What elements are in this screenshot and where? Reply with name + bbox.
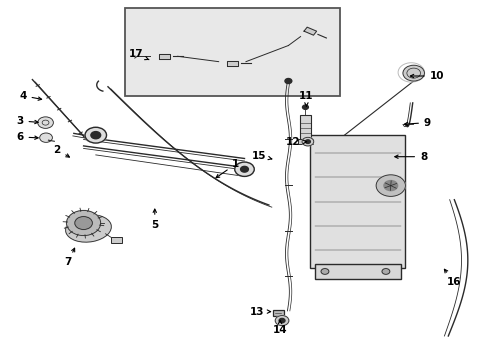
- Polygon shape: [304, 27, 316, 35]
- Bar: [299, 116, 311, 139]
- Circle shape: [275, 316, 288, 325]
- Ellipse shape: [65, 215, 111, 242]
- Bar: [125, 8, 339, 96]
- Text: 16: 16: [444, 269, 461, 287]
- Circle shape: [402, 65, 424, 81]
- Circle shape: [85, 127, 106, 143]
- Text: 9: 9: [404, 118, 430, 128]
- Text: 11: 11: [299, 91, 313, 107]
- Circle shape: [66, 211, 101, 235]
- Circle shape: [240, 166, 248, 172]
- Circle shape: [285, 78, 291, 84]
- Circle shape: [321, 269, 328, 274]
- Text: 8: 8: [394, 152, 427, 162]
- Text: 6: 6: [16, 132, 38, 142]
- Text: 12: 12: [285, 138, 306, 147]
- Circle shape: [383, 181, 397, 190]
- Text: 14: 14: [272, 320, 287, 334]
- Bar: [272, 310, 283, 316]
- Bar: [111, 237, 122, 243]
- Circle shape: [302, 105, 308, 109]
- Bar: [297, 139, 313, 144]
- Text: 15: 15: [251, 150, 271, 161]
- Bar: [310, 135, 405, 268]
- Polygon shape: [226, 61, 237, 66]
- Circle shape: [305, 140, 310, 143]
- Circle shape: [375, 175, 405, 196]
- Circle shape: [234, 162, 254, 176]
- Text: 2: 2: [53, 144, 69, 157]
- Text: 17: 17: [129, 49, 149, 60]
- Circle shape: [91, 132, 101, 139]
- Bar: [315, 264, 400, 279]
- Circle shape: [75, 217, 92, 229]
- Circle shape: [279, 319, 285, 323]
- Circle shape: [302, 137, 313, 146]
- Text: 10: 10: [409, 71, 444, 81]
- Polygon shape: [158, 54, 169, 59]
- Text: 13: 13: [249, 307, 270, 316]
- Circle shape: [381, 269, 389, 274]
- Text: 1: 1: [216, 159, 239, 178]
- Circle shape: [38, 117, 53, 129]
- Text: 5: 5: [151, 209, 158, 230]
- Circle shape: [40, 133, 52, 142]
- Text: 3: 3: [16, 116, 38, 126]
- Text: 4: 4: [19, 91, 41, 101]
- Text: 7: 7: [64, 248, 75, 267]
